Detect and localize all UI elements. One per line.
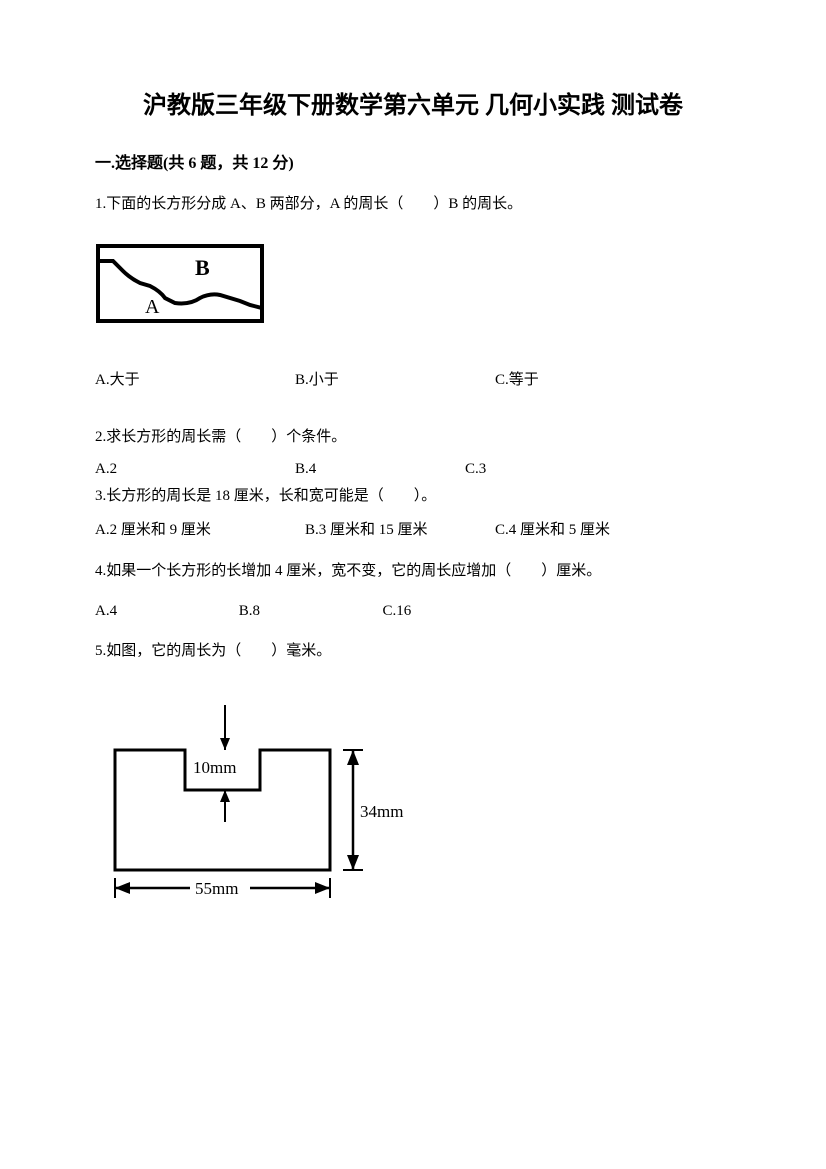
- q2-option-b: B.4: [295, 461, 465, 478]
- q3-option-c: C.4 厘米和 5 厘米: [495, 522, 610, 538]
- q2-option-c: C.3: [465, 461, 486, 478]
- section-header: 一.选择题(共 6 题，共 12 分): [95, 149, 731, 173]
- question-2-text: 2.求长方形的周长需（ ）个条件。: [95, 424, 731, 451]
- figure1-label-a: A: [145, 296, 160, 318]
- dim-55mm: 55mm: [195, 879, 238, 898]
- question-1-figure: A B: [95, 243, 731, 333]
- page-title: 沪教版三年级下册数学第六单元 几何小实践 测试卷: [95, 90, 731, 124]
- question-5-figure: 10mm 34mm 55mm: [95, 695, 731, 910]
- q1-option-c: C.等于: [495, 368, 539, 389]
- question-4-text: 4.如果一个长方形的长增加 4 厘米，宽不变，它的周长应增加（ ）厘米。: [95, 558, 731, 585]
- figure1-label-b: B: [195, 255, 210, 280]
- q1-option-a: A.大于: [95, 368, 295, 389]
- q3-option-b: B.3 厘米和 15 厘米: [305, 517, 495, 544]
- dim-34mm: 34mm: [360, 802, 403, 821]
- q4-option-a: A.4: [95, 603, 235, 620]
- q1-option-b: B.小于: [295, 368, 495, 389]
- question-2-options: A.2 B.4 C.3: [95, 461, 731, 478]
- dim-10mm: 10mm: [193, 758, 236, 777]
- q2-option-a: A.2: [95, 461, 295, 478]
- question-5-text: 5.如图，它的周长为（ ）毫米。: [95, 638, 731, 665]
- question-3-options: A.2 厘米和 9 厘米B.3 厘米和 15 厘米C.4 厘米和 5 厘米: [95, 517, 731, 544]
- q4-option-b: B.8: [239, 603, 379, 620]
- question-3-text: 3.长方形的周长是 18 厘米，长和宽可能是（ ）。: [95, 484, 731, 505]
- question-1-options: A.大于 B.小于 C.等于: [95, 368, 731, 389]
- q3-option-a: A.2 厘米和 9 厘米: [95, 517, 305, 544]
- question-1-text: 1.下面的长方形分成 A、B 两部分，A 的周长（ ）B 的周长。: [95, 191, 731, 218]
- question-4-options: A.4 B.8 C.16: [95, 603, 731, 620]
- q4-option-c: C.16: [383, 603, 412, 619]
